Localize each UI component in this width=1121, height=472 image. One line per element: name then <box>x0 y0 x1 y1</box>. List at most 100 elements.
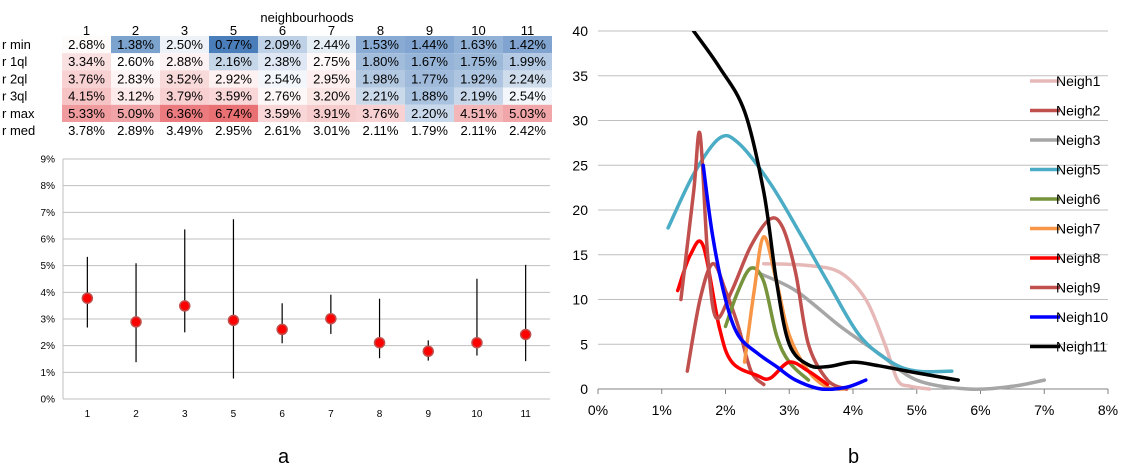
table-cell <box>503 122 552 140</box>
table-cell <box>62 53 111 71</box>
table-cell-value: 3.59% <box>215 89 252 104</box>
table-row-label: r med <box>2 123 35 138</box>
y-tick-label: 25 <box>572 157 588 173</box>
y-tick-label: 3% <box>41 315 56 326</box>
y-tick-label: 35 <box>572 68 588 84</box>
table-cell <box>405 87 454 105</box>
median-dot <box>179 300 191 312</box>
table-cell-value: 1.77% <box>411 71 448 86</box>
table-cell <box>160 36 209 54</box>
table-cell <box>307 104 356 122</box>
table-cell-value: 2.19% <box>460 89 497 104</box>
table-cell-value: 1.63% <box>460 37 497 52</box>
table-cell <box>356 70 405 88</box>
table-cell <box>454 70 503 88</box>
table-column-header: 3 <box>181 23 188 38</box>
table-cell <box>503 53 552 71</box>
table-cell <box>454 53 503 71</box>
table-cell-value: 1.98% <box>362 71 399 86</box>
x-tick-label: 10 <box>471 409 483 420</box>
y-tick-label: 6% <box>41 235 56 246</box>
table-cell-value: 5.09% <box>117 106 154 121</box>
table-cell-value: 2.38% <box>264 54 301 69</box>
table-cell <box>111 122 160 140</box>
table-cell-value: 2.54% <box>264 71 301 86</box>
table-row-label: r min <box>2 37 31 52</box>
table-cell-value: 2.75% <box>313 54 350 69</box>
table-cell <box>307 53 356 71</box>
table-cell <box>209 70 258 88</box>
table-cell-value: 2.21% <box>362 89 399 104</box>
y-tick-label: 30 <box>572 113 588 129</box>
table-column-header: 11 <box>521 23 535 38</box>
table-cell <box>258 36 307 54</box>
x-tick-label: 6 <box>279 409 285 420</box>
table-cell-value: 1.92% <box>460 71 497 86</box>
median-dot <box>373 336 386 349</box>
table-cell-value: 2.16% <box>215 54 252 69</box>
table-cell-value: 2.24% <box>509 71 546 86</box>
series-line-neigh8 <box>675 239 830 387</box>
table-cell <box>62 36 111 54</box>
table-cell-value: 3.12% <box>117 89 154 104</box>
table-cell <box>62 70 111 88</box>
table-cell <box>356 104 405 122</box>
y-tick-label: 20 <box>572 202 588 218</box>
table-cell-value: 2.68% <box>68 37 105 52</box>
table-cell-value: 3.01% <box>313 123 350 138</box>
summary-table: neighbourhoods 1 2 3 5 6 7 8 9 10 11 r min 2.68% 1.38… <box>0 0 560 150</box>
summary-table-svg: neighbourhoods 1 2 3 5 6 7 8 9 10 11 r min 2.68% 1.38… <box>2 10 552 140</box>
table-cell-value: 2.09% <box>264 37 301 52</box>
table-cell <box>454 104 503 122</box>
table-cell <box>111 36 160 54</box>
median-dot <box>471 336 483 349</box>
table-cell <box>209 87 258 105</box>
table-cell-value: 2.92% <box>215 71 252 86</box>
table-cell <box>503 70 552 88</box>
table-cell-value: 2.88% <box>166 54 203 69</box>
table-cell-value: 6.74% <box>215 106 252 121</box>
table-cell <box>111 104 160 122</box>
x-tick-label: 3% <box>779 402 799 418</box>
table-cell-value: 5.33% <box>68 106 105 121</box>
median-dot <box>227 314 240 327</box>
table-cell <box>160 122 209 140</box>
table-cell-value: 2.20% <box>411 106 448 121</box>
table-cell-value: 3.34% <box>68 54 105 69</box>
series-line-neigh10 <box>701 163 868 391</box>
table-cell <box>258 122 307 140</box>
table-cell-value: 2.11% <box>461 123 497 138</box>
table-cell <box>160 53 209 71</box>
table-cell <box>160 87 209 105</box>
table-cell <box>307 70 356 88</box>
table-cell <box>503 104 552 122</box>
y-tick-label: 40 <box>572 23 588 39</box>
table-cell <box>503 87 552 105</box>
table-cell-value: 1.75% <box>460 54 497 69</box>
table-cell-value: 2.50% <box>166 37 203 52</box>
table-cell-value: 1.79% <box>411 123 448 138</box>
table-cell <box>209 122 258 140</box>
y-tick-label: 5% <box>41 261 56 272</box>
series-lines <box>666 31 1047 391</box>
table-cell <box>405 53 454 71</box>
y-tick-label: 15 <box>572 247 588 263</box>
legend-label: Neigh3 <box>1056 132 1101 148</box>
legend-label: Neigh10 <box>1056 309 1108 325</box>
table-column-header: 5 <box>230 23 237 38</box>
table-title: neighbourhoods <box>260 10 354 25</box>
table-cell <box>62 122 111 140</box>
y-tick-label: 0 <box>580 381 588 397</box>
table-cell-value: 2.76% <box>264 89 301 104</box>
table-cell <box>454 36 503 54</box>
x-tick-label: 9 <box>425 409 431 420</box>
legend-label: Neigh1 <box>1056 73 1101 89</box>
legend-label: Neigh6 <box>1056 191 1101 207</box>
table-cell-value: 0.77% <box>215 37 252 52</box>
median-dot <box>81 292 94 304</box>
table-column-header: 1 <box>83 23 90 38</box>
table-cell <box>62 87 111 105</box>
table-cell <box>405 70 454 88</box>
table-cell-value: 2.83% <box>117 71 154 86</box>
y-tick-label: 9% <box>41 155 56 166</box>
